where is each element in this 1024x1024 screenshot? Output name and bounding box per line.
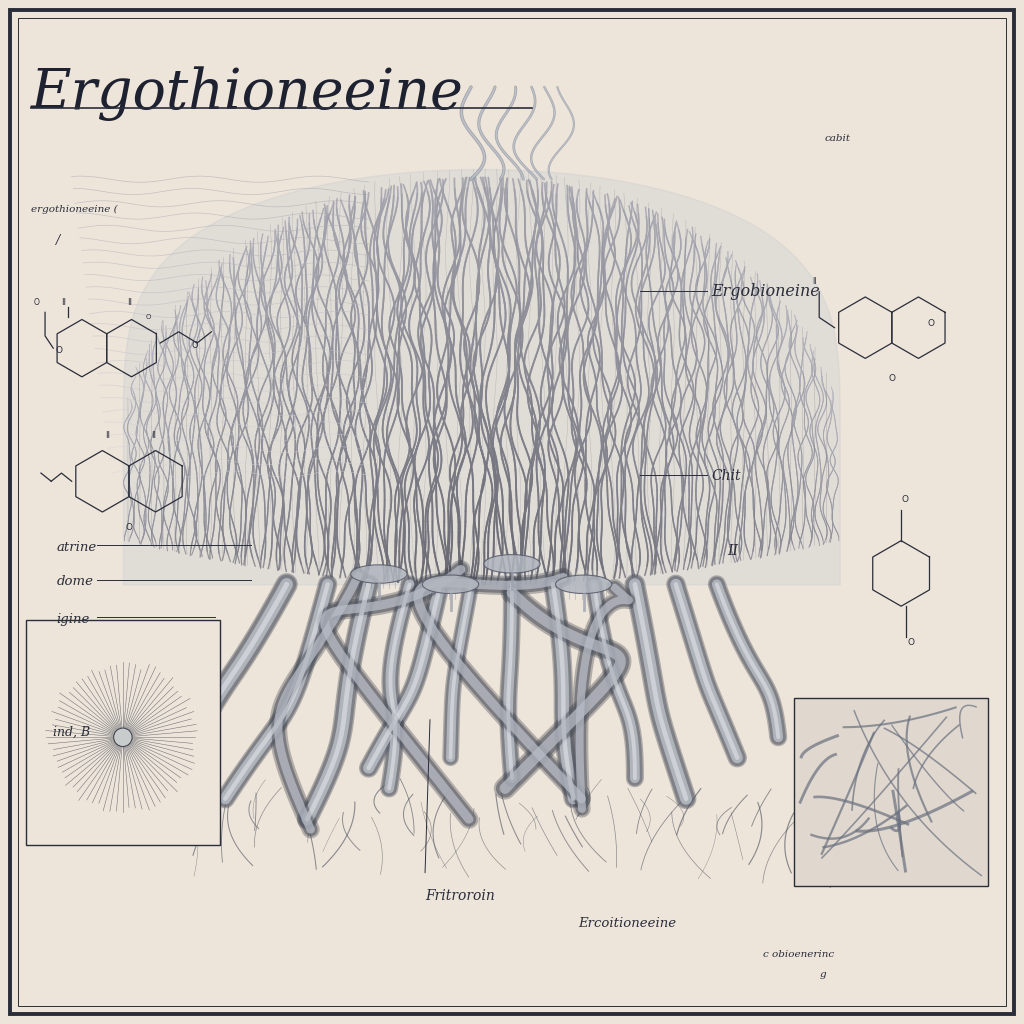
Text: O: O bbox=[902, 495, 908, 504]
Text: ergothioneeine (: ergothioneeine ( bbox=[31, 206, 118, 214]
Text: II: II bbox=[151, 431, 156, 440]
Text: II: II bbox=[127, 298, 132, 307]
Text: /: / bbox=[56, 234, 60, 247]
Circle shape bbox=[114, 728, 132, 746]
Text: O: O bbox=[34, 298, 40, 307]
Text: ind, B: ind, B bbox=[53, 726, 90, 738]
Text: O: O bbox=[908, 638, 914, 647]
Bar bbox=[26, 620, 220, 845]
Text: atrine: atrine bbox=[56, 542, 96, 554]
Text: c obioenerinc: c obioenerinc bbox=[763, 950, 834, 958]
Text: igine: igine bbox=[56, 613, 90, 626]
Ellipse shape bbox=[555, 575, 611, 594]
Text: O: O bbox=[125, 523, 132, 532]
Text: dome: dome bbox=[56, 575, 93, 588]
Ellipse shape bbox=[350, 565, 408, 584]
Text: II: II bbox=[727, 544, 738, 558]
Text: Ergobioneine: Ergobioneine bbox=[712, 284, 820, 300]
Text: O: O bbox=[191, 341, 199, 350]
Text: II: II bbox=[812, 276, 816, 286]
Bar bbox=[794, 698, 988, 886]
Text: cabit: cabit bbox=[824, 134, 850, 142]
Text: O: O bbox=[56, 346, 62, 355]
Text: Ergothioneeine: Ergothioneeine bbox=[31, 67, 464, 121]
Text: O: O bbox=[888, 374, 895, 383]
Text: g: g bbox=[819, 971, 825, 979]
Ellipse shape bbox=[483, 555, 541, 573]
Text: Chit: Chit bbox=[712, 469, 741, 483]
Ellipse shape bbox=[422, 575, 479, 594]
Text: Ercoitioneeine: Ercoitioneeine bbox=[579, 918, 677, 930]
Text: Fritroroin: Fritroroin bbox=[425, 889, 495, 903]
Text: O: O bbox=[927, 318, 934, 328]
Text: O: O bbox=[145, 314, 152, 321]
Text: II: II bbox=[61, 298, 66, 307]
Text: II: II bbox=[105, 431, 110, 440]
